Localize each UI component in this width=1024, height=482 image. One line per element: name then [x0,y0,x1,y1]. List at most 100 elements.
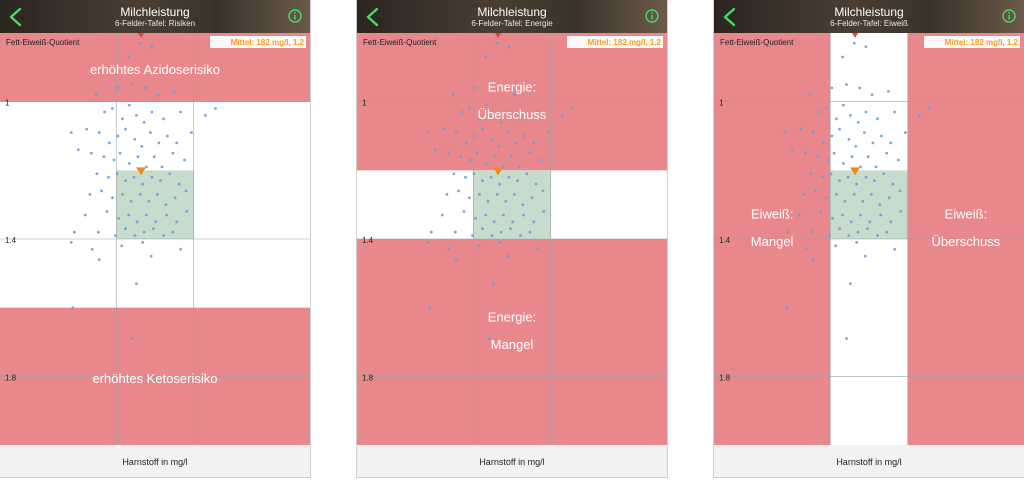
data-point [506,254,510,258]
info-icon[interactable] [645,9,659,23]
data-point [783,131,787,134]
data-point [917,114,921,117]
data-point [190,131,193,134]
data-point [112,158,116,162]
data-point [451,93,455,97]
data-point [893,247,896,251]
data-point [175,141,179,145]
data-point [811,258,815,261]
data-point [133,138,137,141]
data-point [128,162,131,165]
data-point [499,120,503,124]
data-point [850,155,854,158]
y-axis-title: Fett-Eiweiß-Quotient [6,38,80,47]
data-point [114,234,117,237]
data-point [177,182,181,186]
data-point [488,83,491,86]
data-point [542,210,546,213]
data-point [797,213,801,217]
data-point [433,148,437,152]
data-point [203,114,207,117]
data-point [886,89,890,93]
data-point [175,220,179,224]
data-point [842,103,845,107]
data-point [69,241,73,244]
data-point [785,306,789,310]
data-point [462,210,466,213]
data-point [183,158,186,162]
nav-subtitle: 6-Felder-Tafel: Eiweiß [830,19,908,28]
data-point [847,234,851,237]
data-point [85,127,89,131]
data-point [445,192,449,196]
data-point [426,241,430,244]
info-icon[interactable] [1002,9,1016,23]
data-point [497,144,501,148]
data-point [838,127,841,131]
data-point [832,151,836,155]
data-point [484,213,488,217]
data-point [447,247,451,251]
data-point [166,134,169,138]
data-point [536,247,539,251]
data-point [160,165,164,169]
data-point [454,258,458,261]
data-point [828,234,831,237]
back-chevron-icon[interactable] [6,6,26,28]
info-icon[interactable] [288,9,302,23]
data-point [142,230,146,234]
data-point [502,213,505,217]
data-point [854,144,858,148]
data-point [856,120,860,124]
data-point [118,151,122,155]
data-point [148,131,152,134]
mean-label-bg [924,36,1020,48]
mean-label: Mittel: 182 mg/l, 1.2 [231,38,305,47]
zone-label: erhöhtes Azidoserisiko [90,62,220,77]
back-chevron-icon[interactable] [720,6,740,28]
data-point [517,165,521,169]
data-point [473,134,477,138]
data-point [481,179,484,183]
data-point [540,158,543,162]
mean-label-bg [210,36,306,48]
data-point [821,141,825,145]
data-point [132,175,136,179]
data-point [843,199,847,203]
back-chevron-icon[interactable] [363,6,383,28]
data-point [885,230,889,234]
data-point [490,138,494,141]
data-point [878,203,882,207]
mean-label: Mittel: 182 mg/l, 1.2 [945,38,1019,47]
data-point [486,199,490,203]
data-point [129,199,133,203]
zone-label: Mangel [491,337,534,352]
data-point [834,244,838,248]
data-point [127,213,131,217]
data-point [891,182,895,186]
data-point [97,230,100,234]
data-point [162,234,165,237]
data-point [472,172,476,176]
screen-eiweiss: Milchleistung 6-Felder-Tafel: Eiweiß Fet… [714,0,1024,477]
data-point [103,110,107,114]
data-point [498,182,501,186]
data-point [489,175,493,179]
x-axis-area [0,445,310,477]
data-point [179,247,182,251]
data-point [152,155,156,158]
data-point [71,306,75,310]
data-point [814,189,817,193]
data-point [464,175,467,179]
data-point [120,244,124,248]
data-point [107,141,111,145]
data-point [928,107,931,110]
data-point [841,55,845,59]
data-point [124,227,127,231]
six-field-chart: Fett-Eiweiß-Quotient Mittel: 182 mg/l, 1.… [357,33,667,445]
data-point [855,182,858,186]
zone-label: erhöhtes Ketoserisiko [92,371,217,386]
zone-label: Überschuss [932,234,1001,249]
data-point [866,227,869,231]
data-point [149,254,153,258]
